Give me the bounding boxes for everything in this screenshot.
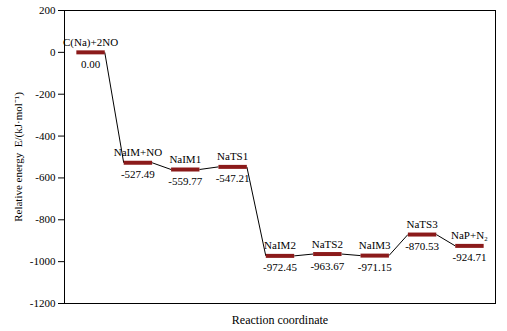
svg-text:-924.71: -924.71 — [452, 251, 486, 263]
svg-text:NaTS3: NaTS3 — [407, 218, 439, 230]
svg-text:NaIM+NO: NaIM+NO — [114, 146, 162, 158]
svg-text:NaTS1: NaTS1 — [217, 150, 248, 162]
svg-text:-1000: -1000 — [30, 255, 56, 267]
svg-text:NaP+N₂: NaP+N₂ — [451, 229, 488, 241]
svg-text:0.00: 0.00 — [81, 58, 101, 70]
svg-text:-800: -800 — [35, 213, 56, 225]
svg-text:-600: -600 — [35, 171, 56, 183]
svg-text:Relative energy E/(kJ·mol⁻¹): Relative energy E/(kJ·mol⁻¹) — [12, 92, 25, 222]
svg-text:200: 200 — [39, 4, 56, 16]
svg-text:-963.67: -963.67 — [310, 260, 344, 272]
svg-text:NaIM2: NaIM2 — [264, 239, 296, 251]
svg-text:NaIM1: NaIM1 — [169, 153, 201, 165]
svg-text:-972.45: -972.45 — [263, 261, 297, 273]
svg-text:-200: -200 — [35, 88, 56, 100]
svg-text:C(Na)+2NO: C(Na)+2NO — [63, 36, 118, 49]
svg-text:-971.15: -971.15 — [358, 261, 392, 273]
svg-text:NaTS2: NaTS2 — [312, 238, 343, 250]
svg-text:-1200: -1200 — [30, 297, 56, 309]
svg-text:-870.53: -870.53 — [405, 240, 439, 252]
svg-text:-400: -400 — [35, 130, 56, 142]
svg-text:NaIM3: NaIM3 — [359, 239, 391, 251]
svg-text:0: 0 — [50, 46, 56, 58]
svg-text:-547.21: -547.21 — [216, 172, 250, 184]
svg-text:-559.77: -559.77 — [168, 175, 202, 187]
svg-text:-527.49: -527.49 — [121, 168, 155, 180]
svg-text:Reaction coordinate: Reaction coordinate — [232, 313, 328, 327]
